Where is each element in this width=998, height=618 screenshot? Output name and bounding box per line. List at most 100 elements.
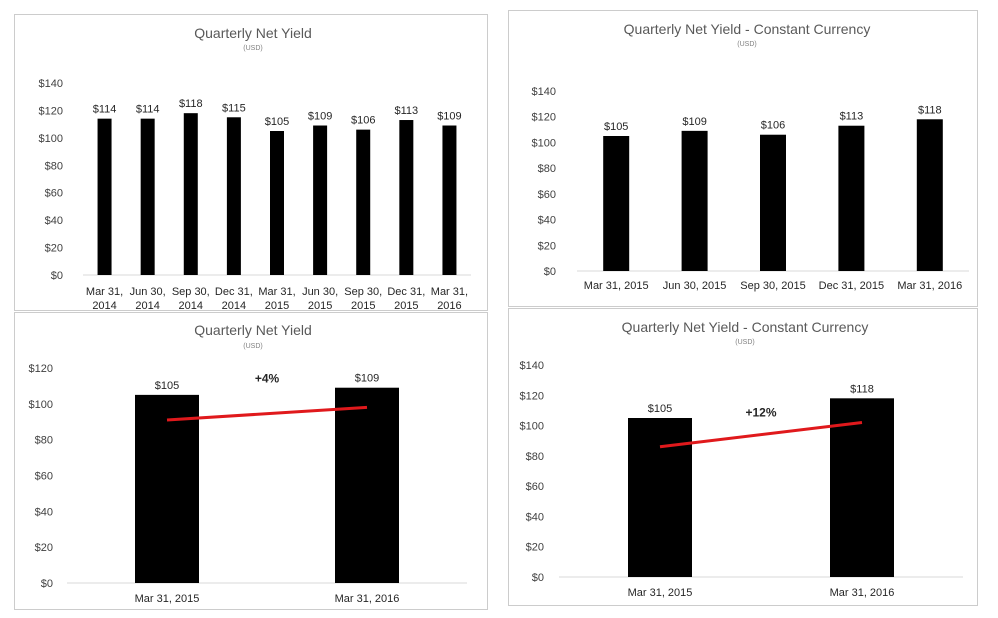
x-tick-label: 2016 bbox=[437, 300, 461, 312]
data-label: $105 bbox=[155, 380, 179, 392]
x-tick-label: Mar 31, 2015 bbox=[584, 280, 649, 292]
y-tick-label: $80 bbox=[526, 451, 544, 463]
x-tick-label: Sep 30, bbox=[344, 286, 382, 298]
chart-panel-bottom-left: Quarterly Net Yield (USD) $0 $20 $40 $60 $80 $1… bbox=[14, 312, 488, 610]
x-tick-label: 2014 bbox=[92, 300, 116, 312]
y-tick-label: $0 bbox=[41, 578, 53, 590]
y-tick-label: $60 bbox=[35, 471, 53, 483]
chart-title: Quarterly Net Yield bbox=[194, 25, 312, 41]
x-tick-label: Mar 31, 2015 bbox=[628, 587, 693, 599]
bar bbox=[838, 125, 865, 271]
x-tick-label: Mar 31, 2016 bbox=[897, 280, 962, 292]
x-tick-label: Jun 30, bbox=[302, 286, 338, 298]
data-label: $115 bbox=[222, 102, 246, 114]
chart-panel-top-left: Quarterly Net Yield (USD) $0 $20 $40 $60 $80 $1… bbox=[14, 14, 488, 312]
y-tick-label: $0 bbox=[544, 266, 556, 278]
bar bbox=[270, 131, 284, 275]
chart-title: Quarterly Net Yield - Constant Currency bbox=[622, 319, 869, 335]
data-label: $109 bbox=[437, 111, 461, 123]
x-tick-label: Jun 30, 2015 bbox=[663, 280, 727, 292]
y-tick-label: $0 bbox=[532, 572, 544, 584]
chart-subtitle: (USD) bbox=[737, 41, 756, 48]
y-tick-label: $0 bbox=[51, 270, 63, 282]
trend-line bbox=[659, 421, 863, 449]
bar bbox=[760, 134, 786, 271]
bar bbox=[183, 113, 198, 276]
data-label: $113 bbox=[395, 105, 419, 117]
bar bbox=[335, 387, 399, 583]
bar bbox=[226, 117, 241, 276]
y-tick-label: $20 bbox=[45, 243, 63, 255]
x-tick-label: Dec 31, bbox=[387, 286, 425, 298]
data-label: $106 bbox=[351, 115, 375, 127]
chart-subtitle: (USD) bbox=[735, 339, 754, 346]
y-tick-label: $80 bbox=[45, 160, 63, 172]
y-tick-label: $20 bbox=[35, 542, 53, 554]
y-tick-label: $80 bbox=[35, 435, 53, 447]
x-tick-label: Mar 31, bbox=[86, 286, 123, 298]
x-tick-label: Jun 30, bbox=[130, 286, 166, 298]
x-tick-label: 2014 bbox=[222, 300, 246, 312]
data-label: $118 bbox=[918, 104, 942, 116]
y-tick-label: $120 bbox=[532, 112, 556, 124]
x-tick-label: Mar 31, bbox=[258, 286, 295, 298]
x-tick-label: Mar 31, 2015 bbox=[135, 593, 200, 605]
bar bbox=[356, 129, 371, 275]
x-tick-label: Dec 31, bbox=[215, 286, 253, 298]
x-tick-label: Sep 30, 2015 bbox=[740, 280, 805, 292]
bar bbox=[442, 125, 457, 275]
chart-panel-bottom-right: Quarterly Net Yield - Constant Currency (… bbox=[508, 308, 978, 606]
chart-svg-top-right: Quarterly Net Yield - Constant Currency (… bbox=[532, 21, 969, 292]
data-label: $109 bbox=[355, 373, 379, 385]
y-tick-label: $140 bbox=[520, 360, 544, 372]
y-tick-label: $40 bbox=[526, 511, 544, 523]
chart-title: Quarterly Net Yield bbox=[194, 322, 312, 338]
chart-svg-bottom-right: Quarterly Net Yield - Constant Currency (… bbox=[520, 319, 963, 599]
bar bbox=[399, 120, 414, 276]
x-tick-label: 2015 bbox=[308, 300, 332, 312]
x-tick-label: Dec 31, 2015 bbox=[819, 280, 884, 292]
data-label: $113 bbox=[840, 111, 864, 123]
bar bbox=[313, 125, 328, 275]
trend-line bbox=[166, 405, 368, 422]
bar bbox=[97, 118, 112, 276]
bar bbox=[916, 119, 943, 272]
x-tick-label: 2014 bbox=[179, 300, 203, 312]
y-tick-label: $80 bbox=[538, 163, 556, 175]
x-tick-label: 2015 bbox=[394, 300, 418, 312]
x-tick-label: Mar 31, 2016 bbox=[335, 593, 400, 605]
data-label: $109 bbox=[308, 111, 332, 123]
chart-subtitle: (USD) bbox=[243, 45, 262, 52]
y-tick-label: $40 bbox=[35, 506, 53, 518]
bar bbox=[628, 418, 692, 577]
y-tick-label: $40 bbox=[45, 215, 63, 227]
data-label: $105 bbox=[265, 116, 289, 128]
chart-svg-bottom-left: Quarterly Net Yield (USD) $0 $20 $40 $60 $80 $1… bbox=[29, 322, 467, 605]
bar bbox=[681, 130, 708, 271]
x-tick-label: 2014 bbox=[135, 300, 159, 312]
y-tick-label: $100 bbox=[532, 137, 556, 149]
y-tick-label: $60 bbox=[45, 188, 63, 200]
y-tick-label: $20 bbox=[538, 240, 556, 252]
x-tick-label: Sep 30, bbox=[172, 286, 210, 298]
chart-subtitle: (USD) bbox=[243, 343, 262, 350]
data-label: $114 bbox=[93, 104, 117, 116]
y-tick-label: $140 bbox=[39, 78, 63, 90]
trend-change-label: +12% bbox=[745, 405, 776, 419]
chart-svg-top-left: Quarterly Net Yield (USD) $0 $20 $40 $60 $80 $1… bbox=[39, 25, 471, 312]
y-tick-label: $120 bbox=[29, 363, 53, 375]
y-tick-label: $60 bbox=[538, 189, 556, 201]
data-label: $118 bbox=[179, 98, 203, 110]
bar bbox=[603, 136, 630, 271]
y-tick-label: $120 bbox=[520, 390, 544, 402]
y-tick-label: $20 bbox=[526, 542, 544, 554]
y-tick-label: $60 bbox=[526, 481, 544, 493]
x-tick-label: Mar 31, 2016 bbox=[830, 587, 895, 599]
y-tick-label: $140 bbox=[532, 86, 556, 98]
data-label: $105 bbox=[648, 403, 672, 415]
y-tick-label: $40 bbox=[538, 215, 556, 227]
chart-title: Quarterly Net Yield - Constant Currency bbox=[624, 21, 871, 37]
y-tick-label: $120 bbox=[39, 105, 63, 117]
x-tick-label: 2015 bbox=[351, 300, 375, 312]
data-label: $109 bbox=[682, 116, 706, 128]
